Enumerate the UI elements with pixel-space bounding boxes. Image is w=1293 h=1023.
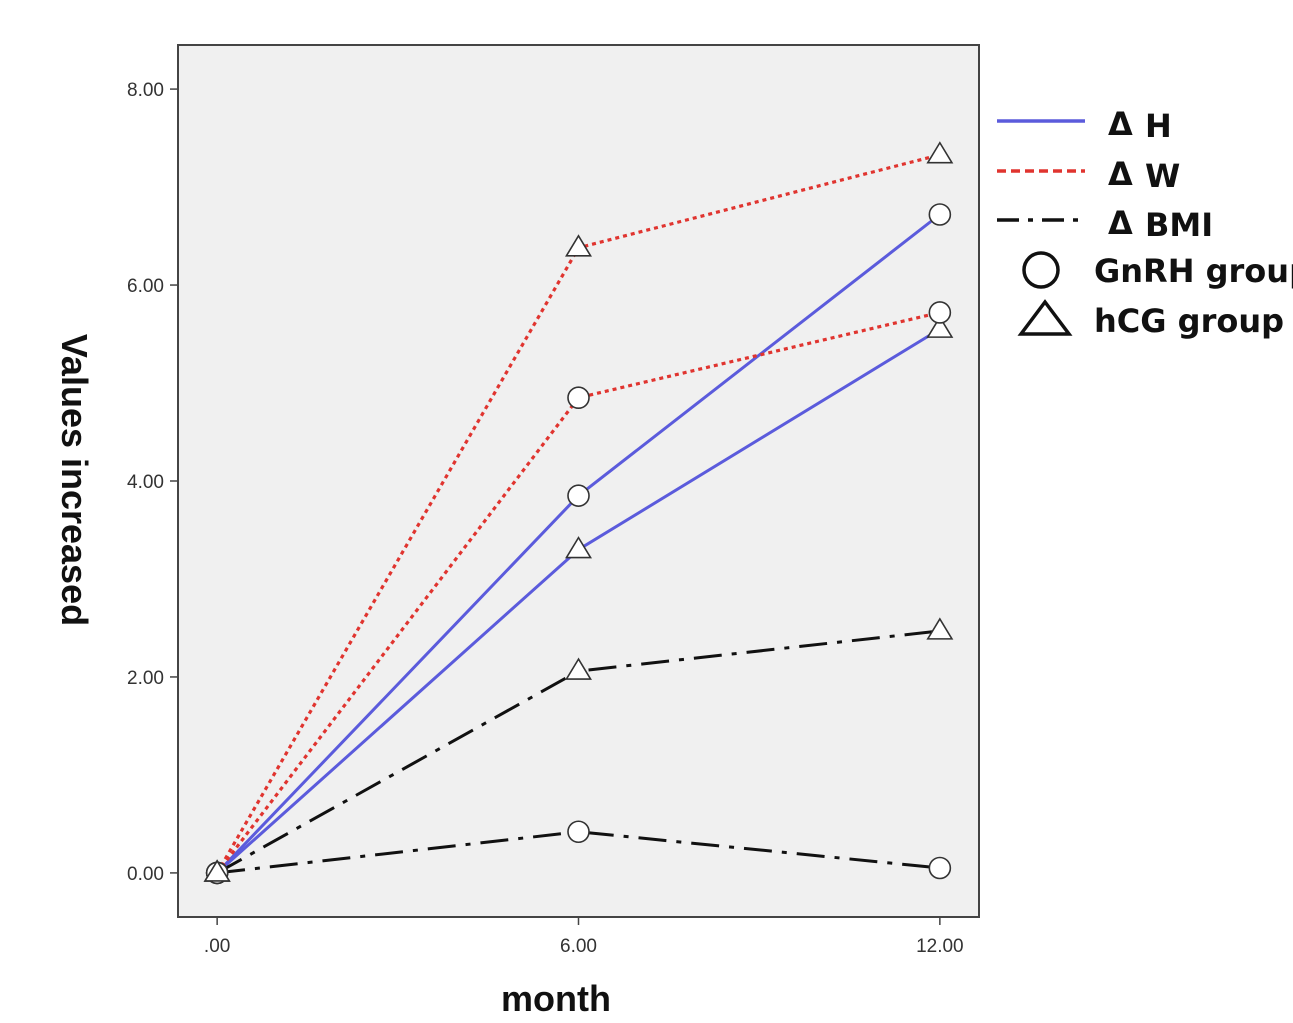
y-tick-label: 4.00: [127, 472, 164, 493]
y-tick-label: 6.00: [127, 276, 164, 297]
legend-label-h: H: [1145, 107, 1172, 145]
data-point-bmi-circle: [928, 856, 952, 880]
x-tick-label: 6.00: [560, 936, 597, 957]
x-tick-label: .00: [204, 936, 230, 957]
data-point-h-triangle: [565, 536, 592, 559]
axes: 0.00 2.00 4.00 6.00 8.00 .00 6.00 12.00: [127, 80, 964, 957]
series-line-bmi-circle: [216, 830, 941, 875]
legend-label-gnrh-group: GnRH group: [1094, 252, 1293, 290]
data-point-w-circle: [928, 301, 952, 324]
legend-delta-symbol: Δ: [1108, 155, 1133, 193]
legend-label-bmi: BMI: [1145, 206, 1213, 244]
y-axis-title: Values increased: [54, 334, 95, 626]
x-axis-title: month: [501, 978, 611, 1019]
data-point-w-circle: [567, 386, 590, 410]
x-tick-label: 12.00: [916, 936, 964, 957]
series-markers: [203, 141, 954, 885]
y-tick-label: 8.00: [127, 80, 164, 101]
data-point-h-triangle: [926, 315, 954, 338]
data-point-w-triangle: [565, 234, 592, 257]
data-point-bmi-triangle: [565, 657, 592, 680]
legend-delta-symbol: Δ: [1108, 105, 1133, 143]
data-point-bmi-triangle: [926, 617, 954, 640]
y-tick-label: 2.00: [127, 668, 164, 689]
plot-background: [177, 44, 980, 918]
data-point-w-triangle: [926, 141, 954, 164]
legend-label-hcg-group: hCG group: [1094, 302, 1284, 340]
y-tick-label: 0.00: [127, 864, 164, 885]
data-point-h-circle: [928, 203, 952, 226]
data-point-bmi-triangle: [203, 859, 231, 882]
data-point-bmi-circle: [567, 820, 590, 844]
legend-label-w: W: [1145, 157, 1180, 195]
legend-delta-symbol: Δ: [1108, 204, 1133, 242]
legend-triangle-marker: [1017, 299, 1073, 336]
data-point-h-circle: [567, 484, 590, 507]
legend-circle-marker: [1022, 251, 1060, 289]
